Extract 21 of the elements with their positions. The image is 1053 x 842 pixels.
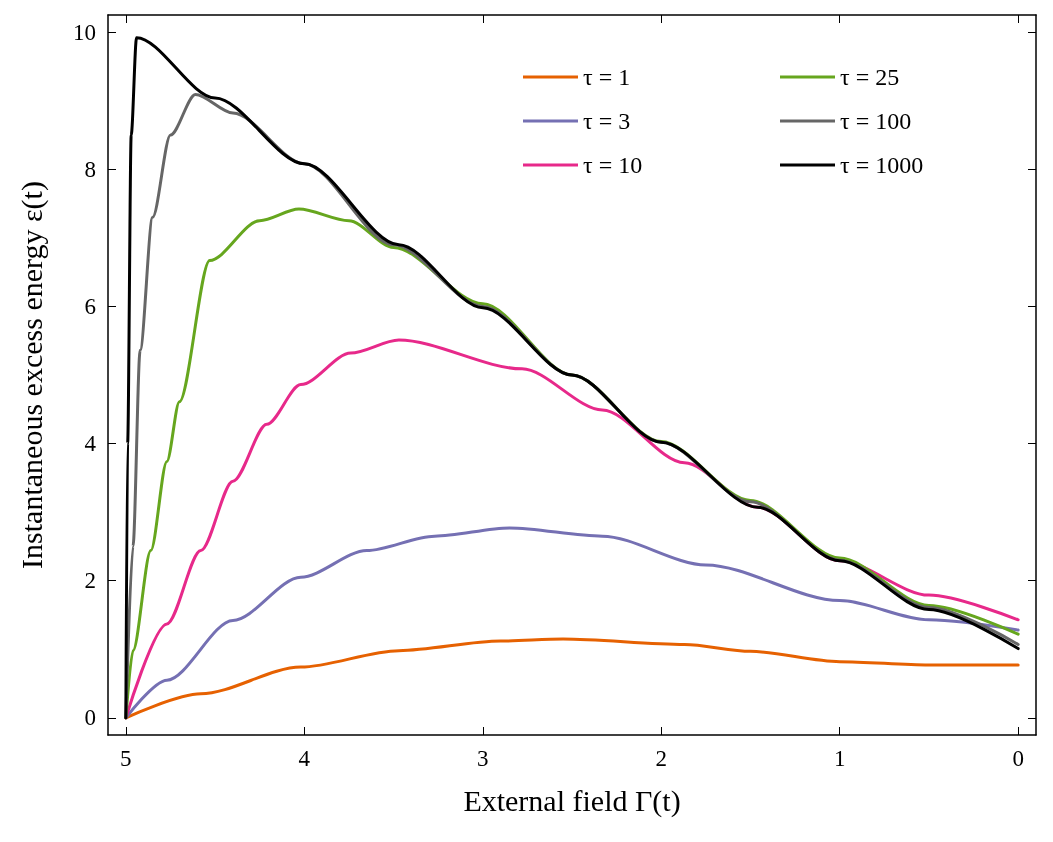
x-tick-label: 2 xyxy=(655,746,667,771)
y-tick-label: 10 xyxy=(73,19,96,45)
y-tick-label: 2 xyxy=(84,568,96,594)
y-axis-title: Instantaneous excess energy ε(t) xyxy=(14,181,49,569)
x-tick-label: 5 xyxy=(120,746,132,771)
legend-label: τ = 3 xyxy=(583,108,631,134)
line-series xyxy=(124,637,1020,720)
x-tick-label: 4 xyxy=(298,746,311,771)
legend-label: τ = 100 xyxy=(840,108,912,134)
x-tick-label: 3 xyxy=(477,746,489,771)
legend-label: τ = 10 xyxy=(583,152,643,178)
legend-label: τ = 1 xyxy=(583,64,631,90)
y-tick-label: 6 xyxy=(84,293,96,319)
y-tick-label: 8 xyxy=(84,156,96,182)
y-tick-label: 0 xyxy=(84,705,96,731)
legend-label: τ = 1000 xyxy=(840,152,924,178)
x-tick-label: 0 xyxy=(1012,746,1024,771)
y-tick-label: 4 xyxy=(84,431,97,457)
x-axis-title: External field Γ(t) xyxy=(463,783,681,818)
legend-label: τ = 25 xyxy=(840,64,900,90)
x-tick-label: 1 xyxy=(833,746,846,771)
